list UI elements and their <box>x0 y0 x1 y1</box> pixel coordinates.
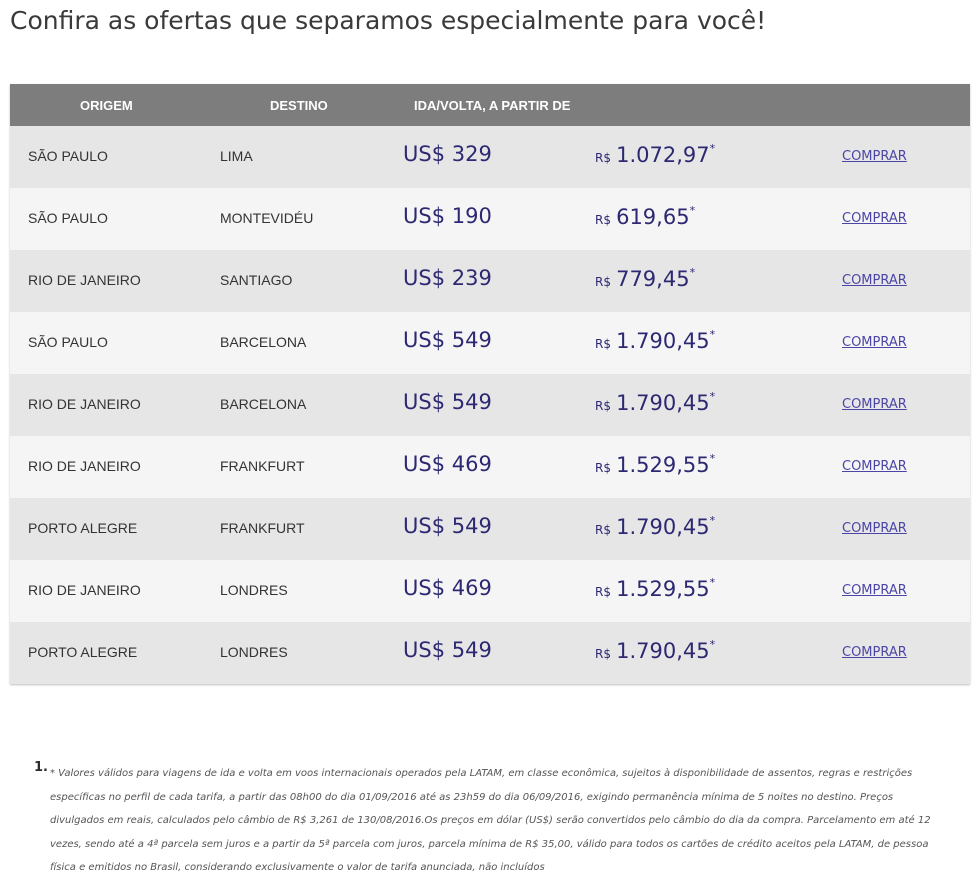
header-preco: IDA/VOLTA, A PARTIR DE <box>414 98 571 113</box>
table-row: PORTO ALEGRE LONDRES US$ 549 R$ 1.790,45… <box>10 622 970 684</box>
table-row: RIO DE JANEIRO FRANKFURT US$ 469 R$ 1.52… <box>10 436 970 498</box>
brl-value: 1.072,97 <box>616 143 710 167</box>
brl-currency: R$ <box>595 337 611 351</box>
origin-cell: RIO DE JANEIRO <box>28 272 141 288</box>
table-body: SÃO PAULO LIMA US$ 329 R$ 1.072,97* COMP… <box>10 126 970 684</box>
destination-cell: LONDRES <box>220 582 288 598</box>
footnote-text: * Valores válidos para viagens de ida e … <box>50 768 931 873</box>
comprar-link[interactable]: COMPRAR <box>842 459 907 474</box>
table-row: PORTO ALEGRE FRANKFURT US$ 549 R$ 1.790,… <box>10 498 970 560</box>
brl-value: 1.529,55 <box>616 577 710 601</box>
brl-price: R$ 1.529,55* <box>595 576 716 601</box>
destination-cell: LONDRES <box>220 644 288 660</box>
comprar-link[interactable]: COMPRAR <box>842 583 907 598</box>
destination-cell: MONTEVIDÉU <box>220 210 314 226</box>
table-row: RIO DE JANEIRO SANTIAGO US$ 239 R$ 779,4… <box>10 250 970 312</box>
footnote-asterisk: * <box>709 328 716 341</box>
origin-cell: SÃO PAULO <box>28 210 108 226</box>
destination-cell: BARCELONA <box>220 396 307 412</box>
origin-cell: PORTO ALEGRE <box>28 520 138 536</box>
comprar-link[interactable]: COMPRAR <box>842 211 907 226</box>
destination-cell: FRANKFURT <box>220 520 305 536</box>
brl-value: 1.790,45 <box>616 391 710 415</box>
comprar-link[interactable]: COMPRAR <box>842 521 907 536</box>
brl-price: R$ 1.529,55* <box>595 452 716 477</box>
footnote-number: 1. <box>34 760 48 775</box>
origin-cell: RIO DE JANEIRO <box>28 458 141 474</box>
origin-cell: SÃO PAULO <box>28 334 108 350</box>
brl-price: R$ 1.790,45* <box>595 638 716 663</box>
usd-price: US$ 469 <box>403 452 492 476</box>
brl-price: R$ 1.790,45* <box>595 328 716 353</box>
origin-cell: RIO DE JANEIRO <box>28 396 141 412</box>
brl-currency: R$ <box>595 461 611 475</box>
origin-cell: SÃO PAULO <box>28 148 108 164</box>
brl-currency: R$ <box>595 647 611 661</box>
offers-table: ORIGEM DESTINO IDA/VOLTA, A PARTIR DE SÃ… <box>10 84 970 684</box>
table-row: RIO DE JANEIRO LONDRES US$ 469 R$ 1.529,… <box>10 560 970 622</box>
comprar-link[interactable]: COMPRAR <box>842 149 907 164</box>
table-row: SÃO PAULO LIMA US$ 329 R$ 1.072,97* COMP… <box>10 126 970 188</box>
origin-cell: PORTO ALEGRE <box>28 644 138 660</box>
footnote-asterisk: * <box>689 204 696 217</box>
brl-currency: R$ <box>595 151 611 165</box>
header-destino: DESTINO <box>270 98 328 113</box>
footnote-asterisk: * <box>709 142 716 155</box>
usd-price: US$ 549 <box>403 390 492 414</box>
brl-price: R$ 1.072,97* <box>595 142 716 167</box>
brl-value: 619,65 <box>616 205 690 229</box>
brl-value: 779,45 <box>616 267 690 291</box>
destination-cell: LIMA <box>220 148 253 164</box>
destination-cell: FRANKFURT <box>220 458 305 474</box>
brl-value: 1.529,55 <box>616 453 710 477</box>
page-title: Confira as ofertas que separamos especia… <box>10 6 767 35</box>
brl-currency: R$ <box>595 585 611 599</box>
brl-value: 1.790,45 <box>616 515 710 539</box>
usd-price: US$ 190 <box>403 204 492 228</box>
brl-currency: R$ <box>595 213 611 227</box>
usd-price: US$ 239 <box>403 266 492 290</box>
footnote-asterisk: * <box>709 576 716 589</box>
brl-price: R$ 779,45* <box>595 266 696 291</box>
table-row: SÃO PAULO MONTEVIDÉU US$ 190 R$ 619,65* … <box>10 188 970 250</box>
brl-value: 1.790,45 <box>616 639 710 663</box>
usd-price: US$ 329 <box>403 142 492 166</box>
brl-price: R$ 619,65* <box>595 204 696 229</box>
brl-currency: R$ <box>595 275 611 289</box>
footnote-asterisk: * <box>689 266 696 279</box>
usd-price: US$ 549 <box>403 638 492 662</box>
footnote-asterisk: * <box>709 390 716 403</box>
table-header: ORIGEM DESTINO IDA/VOLTA, A PARTIR DE <box>10 84 970 126</box>
usd-price: US$ 549 <box>403 328 492 352</box>
footnote-asterisk: * <box>709 638 716 651</box>
brl-currency: R$ <box>595 399 611 413</box>
brl-price: R$ 1.790,45* <box>595 514 716 539</box>
comprar-link[interactable]: COMPRAR <box>842 335 907 350</box>
brl-value: 1.790,45 <box>616 329 710 353</box>
origin-cell: RIO DE JANEIRO <box>28 582 141 598</box>
destination-cell: SANTIAGO <box>220 272 293 288</box>
comprar-link[interactable]: COMPRAR <box>842 397 907 412</box>
comprar-link[interactable]: COMPRAR <box>842 645 907 660</box>
usd-price: US$ 469 <box>403 576 492 600</box>
comprar-link[interactable]: COMPRAR <box>842 273 907 288</box>
table-row: RIO DE JANEIRO BARCELONA US$ 549 R$ 1.79… <box>10 374 970 436</box>
footnote-asterisk: * <box>709 514 716 527</box>
header-origem: ORIGEM <box>80 98 133 113</box>
usd-price: US$ 549 <box>403 514 492 538</box>
destination-cell: BARCELONA <box>220 334 307 350</box>
brl-currency: R$ <box>595 523 611 537</box>
footnote-asterisk: * <box>709 452 716 465</box>
table-row: SÃO PAULO BARCELONA US$ 549 R$ 1.790,45*… <box>10 312 970 374</box>
brl-price: R$ 1.790,45* <box>595 390 716 415</box>
